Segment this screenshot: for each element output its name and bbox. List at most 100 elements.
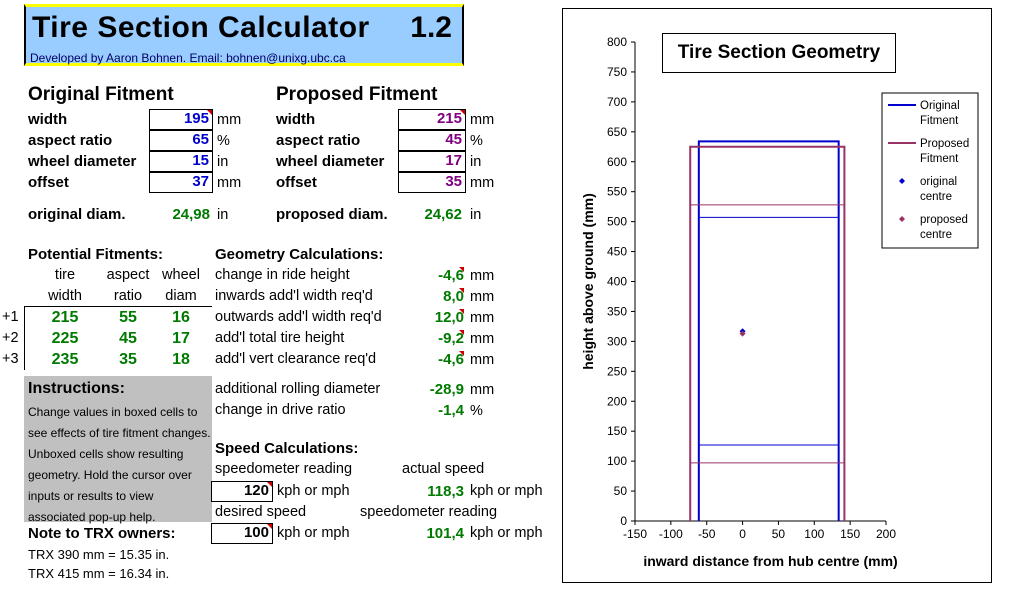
proposed-width-label: width <box>276 111 316 128</box>
geometry-row-label: add'l vert clearance req'd <box>215 351 377 367</box>
y-tick-label: 750 <box>607 65 627 79</box>
proposed-width-input[interactable]: 215 <box>398 109 466 130</box>
x-tick-label: -50 <box>698 527 716 541</box>
actual-speed-value: 118,3 <box>427 483 464 500</box>
x-tick-label: 150 <box>840 527 860 541</box>
geometry-row-value[interactable]: -9,2 <box>400 330 464 347</box>
proposed-offset-input[interactable]: 35 <box>398 172 466 193</box>
rolling-diameter-value: -28,9 <box>429 381 464 398</box>
original-width-unit: mm <box>217 112 242 128</box>
speedometer-input[interactable]: 120 <box>211 481 273 502</box>
original-aspect-input[interactable]: 65 <box>149 130 213 151</box>
geometry-row-unit: mm <box>470 289 495 305</box>
y-tick-label: 250 <box>607 364 627 378</box>
proposed-diam-value: 24,62 <box>424 206 462 223</box>
col-width-label: width <box>48 288 82 304</box>
tire-geometry-chart: 0501001502002503003504004505005506006507… <box>580 35 979 569</box>
proposed-wheel-label: wheel diameter <box>276 153 385 170</box>
geometry-row-unit: mm <box>470 352 495 368</box>
geometry-row-value[interactable]: -4,6 <box>400 267 464 284</box>
geometry-row-label: change in ride height <box>215 267 350 283</box>
desired-speed-label: desired speed <box>215 504 307 520</box>
original-aspect-unit: % <box>217 133 230 149</box>
fitment-row-tag: +3 <box>2 351 19 367</box>
credit-text: Developed by Aaron Bohnen. Email: bohnen… <box>30 51 346 65</box>
x-tick-label: 200 <box>876 527 896 541</box>
desired-speed-input[interactable]: 100 <box>211 523 273 544</box>
y-tick-label: 650 <box>607 125 627 139</box>
drive-ratio-label: change in drive ratio <box>215 402 346 418</box>
proposed-aspect-label: aspect ratio <box>276 132 361 149</box>
series-outline-0 <box>697 140 840 521</box>
centre-marker <box>739 330 746 337</box>
fitment-row-tag: +1 <box>2 309 19 325</box>
app-title: Tire Section Calculator <box>32 11 370 44</box>
col-wheel-label: wheel <box>162 267 200 283</box>
original-aspect-label: aspect ratio <box>28 132 113 149</box>
x-tick-label: 0 <box>739 527 746 541</box>
legend-label: Proposed Fitment <box>920 138 969 165</box>
geometry-row-value[interactable]: -4,6 <box>400 351 464 368</box>
y-tick-label: 500 <box>607 215 627 229</box>
proposed-wheel-input[interactable]: 17 <box>398 151 466 172</box>
y-tick-label: 0 <box>620 514 627 528</box>
fitment-row-width: 215 <box>51 309 79 326</box>
drive-ratio-value: -1,4 <box>438 402 464 419</box>
x-tick-label: 50 <box>772 527 786 541</box>
geometry-row-label: outwards add'l width req'd <box>215 309 382 325</box>
x-axis-label: inward distance from hub centre (mm) <box>643 553 897 569</box>
y-tick-label: 700 <box>607 95 627 109</box>
instructions-panel: Instructions: Change values in boxed cel… <box>24 376 212 524</box>
y-tick-label: 300 <box>607 334 627 348</box>
proposed-aspect-input[interactable]: 45 <box>398 130 466 151</box>
y-tick-label: 50 <box>614 484 628 498</box>
legend-swatch <box>899 178 905 184</box>
trx-line-2: TRX 415 mm = 16.34 in. <box>28 566 170 581</box>
original-offset-label: offset <box>28 174 69 191</box>
speedometer-reading2-value: 101,4 <box>426 525 464 542</box>
original-width-input[interactable]: 195 <box>149 109 213 130</box>
geometry-row-value[interactable]: 8,0 <box>400 288 464 305</box>
fitment-row-width: 235 <box>51 351 79 368</box>
fitment-row-aspect: 55 <box>119 309 137 326</box>
fitment-row-diam: 17 <box>172 330 190 347</box>
instructions-text: Change values in boxed cells to see effe… <box>28 405 211 524</box>
original-fitment-heading: Original Fitment <box>28 84 174 105</box>
rolling-diameter-unit: mm <box>470 382 495 398</box>
geometry-row-value[interactable]: 12,0 <box>400 309 464 326</box>
proposed-fitment-heading: Proposed Fitment <box>276 84 438 105</box>
original-diam-value: 24,98 <box>172 206 210 223</box>
proposed-aspect-unit: % <box>470 133 483 149</box>
speedometer-reading2-unit: kph or mph <box>470 525 543 541</box>
series-outline-1 <box>689 145 846 521</box>
y-tick-label: 350 <box>607 304 627 318</box>
chart-area: 0 50 100 150 200 250 300 350 400 450 500 550 600 650 7… <box>562 8 992 583</box>
chart-legend <box>881 92 979 249</box>
fitment-row-aspect: 35 <box>119 351 137 368</box>
x-tick-label: 100 <box>804 527 824 541</box>
fitments-left-border <box>24 306 25 370</box>
x-tick-label: -150 <box>623 527 647 541</box>
y-axis-label: height above ground (mm) <box>580 193 596 370</box>
legend-swatch <box>899 216 905 222</box>
speed-heading: Speed Calculations: <box>215 440 359 457</box>
col-aspect-label: aspect <box>106 267 150 283</box>
geometry-row-unit: mm <box>470 331 495 347</box>
fitment-row-diam: 16 <box>172 309 190 326</box>
y-tick-label: 150 <box>607 424 627 438</box>
original-diam-unit: in <box>217 207 229 223</box>
original-wheel-input[interactable]: 15 <box>149 151 213 172</box>
legend-label: original centre <box>920 176 957 203</box>
geometry-row-label: add'l total tire height <box>215 330 345 346</box>
original-offset-input[interactable]: 37 <box>149 172 213 193</box>
speedometer-reading-label: speedometer reading <box>215 461 353 477</box>
legend-label: Original Fitment <box>920 100 960 127</box>
x-tick-label: -100 <box>659 527 683 541</box>
legend-label: proposed centre <box>920 214 968 241</box>
col-tire-label: tire <box>54 267 76 283</box>
col-ratio-label: ratio <box>113 288 143 304</box>
fitments-divider <box>24 306 212 307</box>
proposed-offset-unit: mm <box>470 175 495 191</box>
original-wheel-unit: in <box>217 154 229 170</box>
col-diam-label: diam <box>165 288 197 304</box>
